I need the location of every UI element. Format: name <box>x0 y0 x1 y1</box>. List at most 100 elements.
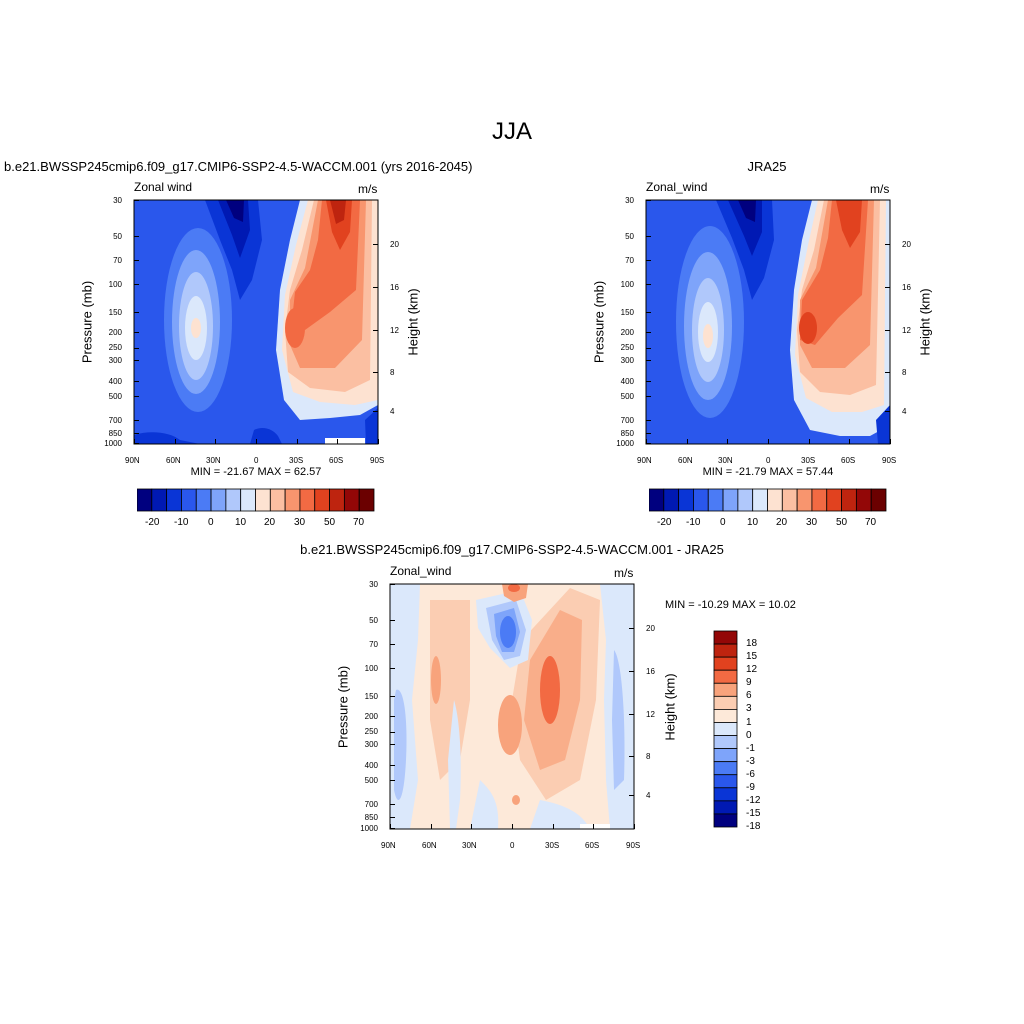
panel1-cb-label-1: -10 <box>174 517 189 528</box>
panel2-ytick-700: 700 <box>620 416 634 425</box>
panel3-y2tick-20: 20 <box>646 624 655 633</box>
panel1-right-string: m/s <box>358 182 378 196</box>
panel2-xtick-0: 0 <box>766 456 771 465</box>
panel2-ytick-250: 250 <box>620 343 634 352</box>
panel2-stats: MIN = -21.79 MAX = 57.44 <box>702 466 834 478</box>
cb3-swatch <box>713 761 738 776</box>
panel1-cb-label-4: 20 <box>264 517 276 528</box>
panel3-y2tick-16: 16 <box>646 667 655 676</box>
cb3-swatch <box>713 722 738 736</box>
cb3-swatch <box>713 682 738 697</box>
panel2-ytick-50: 50 <box>625 232 634 241</box>
cb3-swatch <box>713 709 738 723</box>
panel3-cb-label: 12 <box>746 664 758 676</box>
panel3-ytick-400: 400 <box>364 761 378 770</box>
panel2-cb-label-5: 30 <box>806 517 818 528</box>
panel3-y2tick-8: 8 <box>646 752 651 761</box>
panel2-cb-label-7: 70 <box>865 517 877 528</box>
panel3-cb-label: 1 <box>746 716 752 728</box>
cb3-swatch <box>713 787 738 802</box>
panel3-cb-label: -15 <box>746 807 761 819</box>
panel1-xtick-30S: 30S <box>289 456 304 465</box>
panel1-ytick-300: 300 <box>108 356 122 365</box>
cb3-swatch <box>713 735 738 749</box>
panel2-ytick-70: 70 <box>625 256 634 265</box>
panel3-ytick-700: 700 <box>364 800 378 809</box>
panel2-ytick-30: 30 <box>625 196 634 205</box>
panel3-xtick-60N: 60N <box>422 841 437 850</box>
panel1-y2tick-16: 16 <box>390 283 399 292</box>
panel2-xtick-60N: 60N <box>678 456 693 465</box>
panel3-stats: MIN = -10.29 MAX = 10.02 <box>665 599 796 611</box>
panel3-right-string: m/s <box>614 566 634 580</box>
panel1-cb-label-2: 0 <box>208 517 214 528</box>
panel1-ytick-150: 150 <box>108 308 122 317</box>
cb3-swatch <box>713 813 738 828</box>
panel2-y2tick-4: 4 <box>902 407 907 416</box>
panel3-cb-label: 9 <box>746 677 752 689</box>
panel2-xtick-60S: 60S <box>841 456 856 465</box>
panel3-cb-label: -12 <box>746 794 761 806</box>
panel2-cb-label-6: 50 <box>836 517 848 528</box>
panel1-xtick-0: 0 <box>254 456 259 465</box>
panel1-y-ticks <box>134 200 379 444</box>
panel2-ytick-1000: 1000 <box>616 439 634 448</box>
panel3-cb-label: 15 <box>746 651 758 663</box>
panel3-ytick-1000: 1000 <box>360 824 378 833</box>
panel1-xtick-90N: 90N <box>125 456 140 465</box>
panel3-y2tick-12: 12 <box>646 710 655 719</box>
panel3-ytick-30: 30 <box>369 580 378 589</box>
panel2-right-string: m/s <box>870 182 890 196</box>
panel2-ytick-200: 200 <box>620 328 634 337</box>
panel3-cb-label: -18 <box>746 821 761 832</box>
panel1-ytick-700: 700 <box>108 416 122 425</box>
panel3-xtick-90S: 90S <box>626 841 641 850</box>
cb3-swatch <box>713 695 738 710</box>
cb3-swatch <box>713 669 738 684</box>
cb3-swatch <box>713 656 738 671</box>
panel2-y2tick-20: 20 <box>902 240 911 249</box>
panel3-ytick-150: 150 <box>364 692 378 701</box>
panel3-xtick-90N: 90N <box>381 841 396 850</box>
panel1-cb-label-0: -20 <box>145 517 160 528</box>
panel3-y-ticks <box>390 584 635 829</box>
panel1-ytick-70: 70 <box>113 256 122 265</box>
panel2-title: JRA25 <box>747 159 787 174</box>
panel2-cb-label-4: 20 <box>776 517 788 528</box>
panel3-cb-label: -6 <box>746 768 755 780</box>
panel3-cb-label: 6 <box>746 690 752 702</box>
panel1-title: b.e21.BWSSP245cmip6.f09_g17.CMIP6-SSP2-4… <box>4 159 473 174</box>
cb2-swatch <box>870 488 887 512</box>
panel3-ytick-70: 70 <box>369 640 378 649</box>
panel1-ytick-100: 100 <box>108 280 122 289</box>
panel1-xtick-60S: 60S <box>329 456 344 465</box>
panel2-xtick-30S: 30S <box>801 456 816 465</box>
panel2-xtick-90N: 90N <box>637 456 652 465</box>
panel1-cb-label-3: 10 <box>235 517 247 528</box>
panel1-ytick-30: 30 <box>113 196 122 205</box>
panel1-colorbar <box>137 488 375 512</box>
panel2-ytick-500: 500 <box>620 392 634 401</box>
panel2-contours <box>646 200 890 444</box>
panel2-ytick-400: 400 <box>620 377 634 386</box>
panel3-contours <box>390 584 634 829</box>
panel1-y2tick-20: 20 <box>390 240 399 249</box>
panel2-ytick-150: 150 <box>620 308 634 317</box>
panel2-y2tick-12: 12 <box>902 326 911 335</box>
panel3-xtick-60S: 60S <box>585 841 600 850</box>
panel1-ytick-250: 250 <box>108 343 122 352</box>
panel1-ytick-50: 50 <box>113 232 122 241</box>
panel3-cb-label: 3 <box>746 703 752 715</box>
panel3-ytick-250: 250 <box>364 727 378 736</box>
panel3-cb-label: 18 <box>746 638 758 650</box>
panel2-cb-label-3: 10 <box>747 517 759 528</box>
panel1-ytick-500: 500 <box>108 392 122 401</box>
panel1-left-string: Zonal wind <box>134 180 193 194</box>
cb3-swatch <box>713 774 738 789</box>
panel3-ylabel: Pressure (mb) <box>335 665 351 749</box>
panel1-cb-label-6: 50 <box>324 517 336 528</box>
panel1-ytick-200: 200 <box>108 328 122 337</box>
cb3-swatch <box>713 748 738 763</box>
